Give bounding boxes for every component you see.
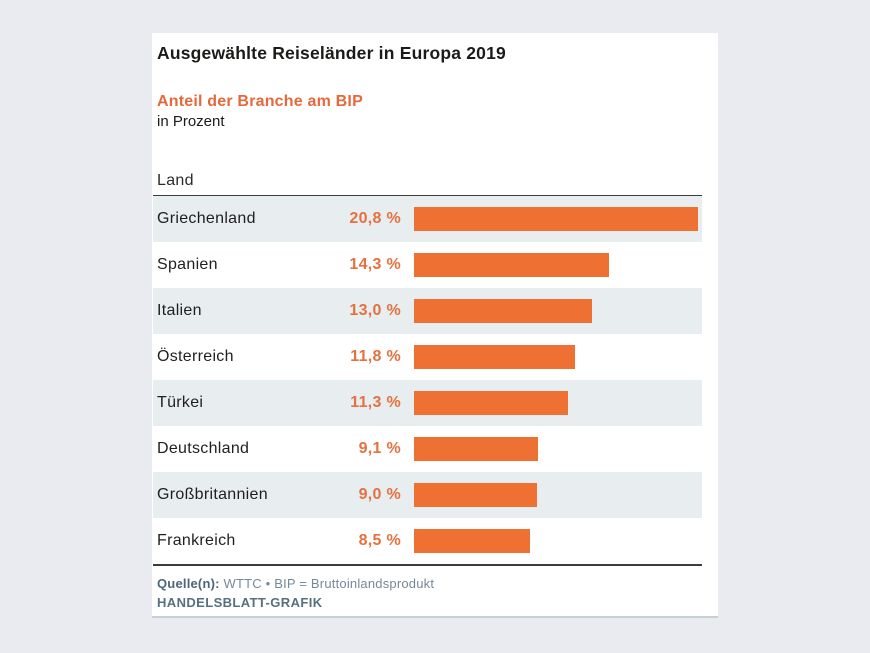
bar bbox=[414, 253, 610, 278]
value-label: 8,5 % bbox=[358, 532, 401, 550]
country-label: Großbritannien bbox=[157, 486, 268, 504]
table-row: Frankreich 8,5 % bbox=[153, 518, 702, 565]
bar-track bbox=[414, 299, 698, 324]
chart-unit-label: in Prozent bbox=[157, 113, 225, 130]
table-row: Spanien 14,3 % bbox=[153, 242, 702, 289]
column-header-land: Land bbox=[157, 172, 194, 189]
bar bbox=[414, 345, 576, 370]
bar-track bbox=[414, 529, 698, 554]
source-label: Quelle(n): bbox=[157, 575, 220, 591]
chart-title: Ausgewählte Reiseländer in Europa 2019 bbox=[157, 43, 506, 63]
country-label: Frankreich bbox=[157, 532, 236, 550]
value-label: 9,0 % bbox=[358, 486, 401, 504]
source-line: Quelle(n): WTTC • BIP = Bruttoinlandspro… bbox=[157, 576, 702, 591]
table-row: Italien 13,0 % bbox=[153, 288, 702, 335]
chart-panel: Ausgewählte Reiseländer in Europa 2019 A… bbox=[152, 33, 718, 618]
credit-line: HANDELSBLATT-GRAFIK bbox=[157, 594, 323, 610]
table-row: Österreich 11,8 % bbox=[153, 334, 702, 381]
table-row: Deutschland 9,1 % bbox=[153, 426, 702, 473]
country-label: Griechenland bbox=[157, 210, 256, 228]
value-label: 9,1 % bbox=[358, 440, 401, 458]
header-divider bbox=[153, 195, 702, 197]
bar-rows: Griechenland 20,8 % Spanien 14,3 % Itali… bbox=[153, 196, 702, 565]
country-label: Italien bbox=[157, 302, 202, 320]
country-label: Türkei bbox=[157, 394, 204, 412]
table-row: Türkei 11,3 % bbox=[153, 380, 702, 427]
table-bottom-divider bbox=[153, 564, 702, 566]
bar-track bbox=[414, 345, 698, 370]
value-label: 13,0 % bbox=[349, 302, 401, 320]
value-label: 11,8 % bbox=[350, 348, 401, 366]
bar bbox=[414, 391, 569, 416]
bar-track bbox=[414, 483, 698, 508]
value-label: 11,3 % bbox=[350, 394, 401, 412]
source-text: WTTC • BIP = Bruttoinlandsprodukt bbox=[219, 575, 435, 591]
bar bbox=[414, 207, 698, 232]
table-row: Griechenland 20,8 % bbox=[153, 196, 702, 243]
bar-track bbox=[414, 253, 698, 278]
bar bbox=[414, 529, 531, 554]
chart-subtitle: Anteil der Branche am BIP bbox=[157, 93, 363, 110]
bar bbox=[414, 299, 592, 324]
bar-track bbox=[414, 391, 698, 416]
table-row: Großbritannien 9,0 % bbox=[153, 472, 702, 519]
bar-track bbox=[414, 207, 698, 232]
value-label: 20,8 % bbox=[349, 210, 401, 228]
country-label: Deutschland bbox=[157, 440, 250, 458]
country-label: Österreich bbox=[157, 348, 234, 366]
bar bbox=[414, 437, 539, 462]
bar-track bbox=[414, 437, 698, 462]
country-label: Spanien bbox=[157, 256, 218, 274]
value-label: 14,3 % bbox=[349, 256, 401, 274]
bar bbox=[414, 483, 537, 508]
